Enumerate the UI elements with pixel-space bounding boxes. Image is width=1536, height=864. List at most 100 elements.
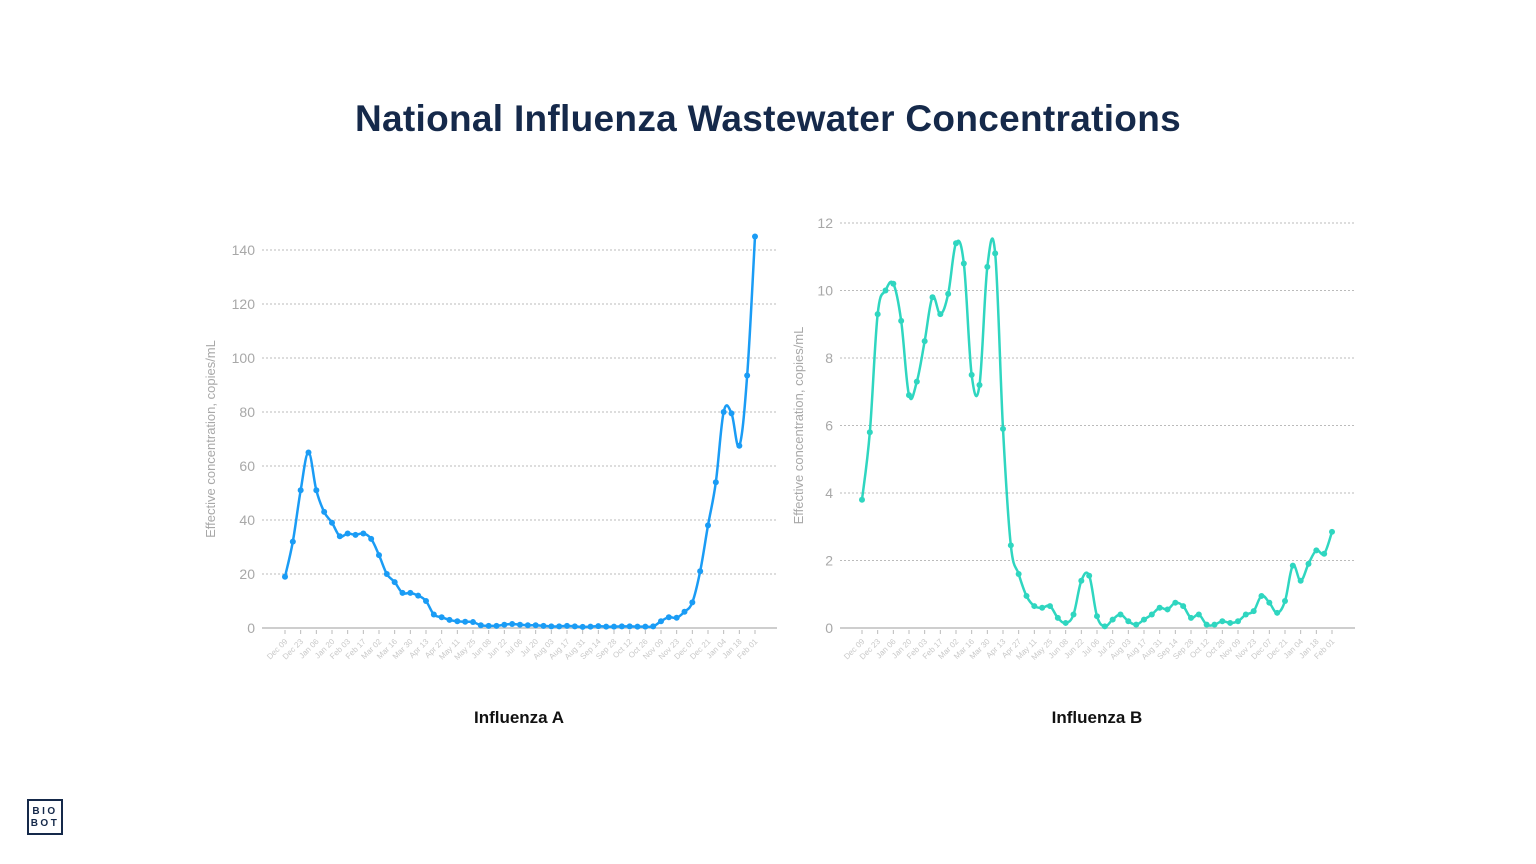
chart-a-data-point [634,623,641,630]
chart-b-data-point [937,311,944,318]
chart-a-data-point [383,571,390,577]
chart-a-data-point [399,589,406,596]
chart-a-data-point [752,233,758,240]
chart-b-data-point [882,287,889,294]
chart-b-data-point [1125,618,1132,625]
chart-a-data-point [587,623,594,630]
chart-a-data-point [540,622,547,629]
chart-b-data-point [1258,592,1265,599]
chart-b-data-point [1329,528,1335,535]
chart-a-data-point [603,623,610,630]
chart-a-y-axis-label: Effective concentration, copies/mL [203,340,218,538]
chart-a-data-point [438,614,445,621]
chart-a-ytick-label: 60 [239,458,255,474]
chart-a-data-point [313,487,320,494]
chart-b-data-point [866,429,873,436]
chart-a-data-point [556,623,563,630]
chart-b-data-point [1219,618,1226,625]
chart-b-data-point [1078,577,1085,584]
logo-line-1: BIO [32,806,58,817]
chart-a-data-point [517,621,523,628]
chart-a-data-point [360,530,367,537]
biobot-logo: BIO BOT [27,799,63,835]
chart-b-data-point [1282,598,1288,604]
chart-a-data-point [485,622,492,629]
chart-b-data-point [1054,614,1061,621]
chart-b-data-point [1000,425,1006,432]
chart-a-ytick-label: 120 [232,296,256,312]
chart-b-data-point [906,392,912,399]
chart-a-data-point [462,618,469,625]
chart-b-y-axis-label: Effective concentration, copies/mL [791,327,806,525]
chart-b-data-point [890,280,897,287]
chart-b-data-point [1235,618,1241,625]
chart-b-ytick-label: 6 [825,418,833,434]
chart-a-data-point [658,618,664,625]
chart-a-data-point [446,616,453,623]
chart-b-data-point [1321,550,1328,557]
chart-a-data-point [564,622,570,629]
chart-b-data-point [1023,592,1030,599]
chart-a-data-point [509,620,516,627]
chart-a-data-point [423,598,429,604]
chart-a-data-point [697,568,704,575]
chart-a-data-point [305,449,312,456]
chart-b-data-point [1227,619,1234,626]
chart-b-data-point [859,496,865,503]
chart-b-data-point [874,311,881,318]
chart-a-data-point [470,619,476,626]
chart-a-data-point [344,530,351,537]
chart-a-data-point [650,623,657,630]
chart-a-ytick-label: 40 [239,512,255,528]
chart-b-data-point [1031,603,1038,610]
chart-a-data-point [689,599,696,606]
chart-a-data-point [548,623,555,630]
chart-b-data-point [1180,603,1187,610]
chart-b-subtitle: Influenza B [1051,708,1143,727]
chart-a-data-point [493,622,500,629]
chart-b-ytick-label: 10 [817,283,833,299]
chart-a-ytick-label: 0 [247,620,255,636]
chart-a-data-point [626,623,633,630]
chart-a-ytick-label: 100 [232,350,256,366]
chart-b-data-point [960,260,967,267]
chart-a-data-point [720,409,727,415]
chart-b-data-point [898,317,905,324]
chart-a-data-point [744,372,751,379]
chart-a-data-point [736,442,743,449]
chart-a-data-point [352,531,359,538]
chart-b-data-point [1250,608,1257,615]
chart-a-ytick-label: 140 [232,242,256,258]
chart-b-data-point [968,371,975,378]
logo-line-2: BOT [30,818,60,829]
chart-a-data-point [532,622,539,629]
chart-a-series-line [283,236,757,629]
chart-a-data-point [571,623,578,630]
chart-a-data-point [642,623,649,630]
chart-b-ytick-label: 8 [825,350,833,366]
chart-a-data-point [611,623,617,630]
chart-b-data-point [929,294,936,301]
chart-a-ytick-label: 20 [239,566,255,582]
chart-b-ytick-label: 12 [817,215,833,231]
chart-a-data-point [368,535,375,542]
chart-b-data-point [1062,619,1069,626]
chart-a-data-point [415,592,422,599]
chart-b-data-point [976,382,983,388]
chart-b-data-point [984,263,991,270]
chart-a-data-point [618,623,625,630]
chart-a-data-point [524,622,531,629]
chart-a-data-point [289,538,296,545]
chart-b-data-point [1203,621,1210,628]
chart-b-data-point [992,250,999,257]
chart-a-subtitle: Influenza A [473,708,565,727]
chart-a-data-point [595,623,602,630]
chart-b-data-point [1242,611,1249,618]
chart-a-data-point [391,579,398,586]
chart-b-data-point [1117,611,1124,618]
chart-b-data-point [1015,571,1022,577]
chart-a-data-point [430,611,437,618]
chart-a-data-point [477,622,484,629]
chart-b-data-point [1164,606,1171,613]
chart-b-data-point [1094,613,1100,620]
